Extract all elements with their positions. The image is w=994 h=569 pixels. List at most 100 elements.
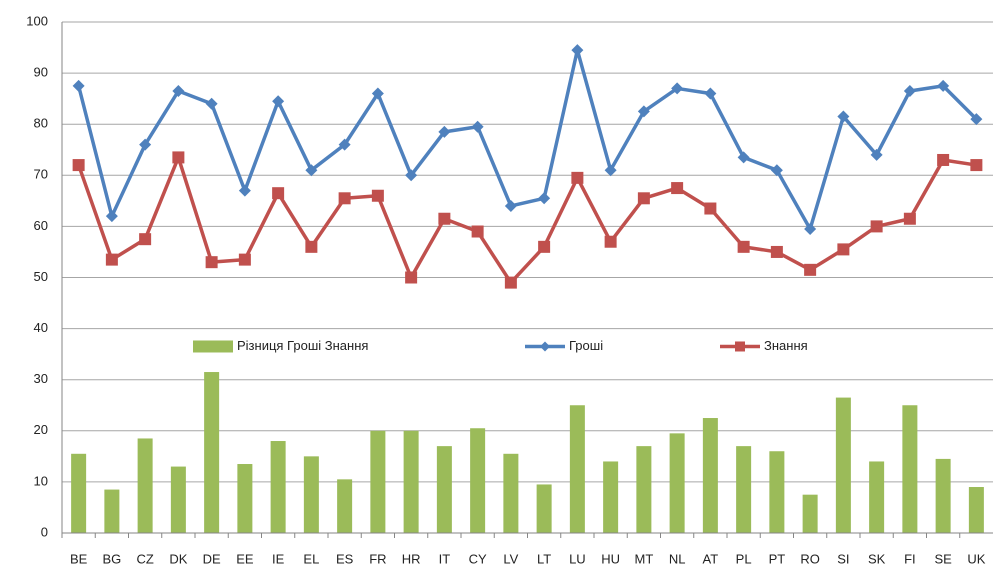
y-tick-label: 10	[34, 473, 48, 488]
line-marker	[338, 138, 351, 151]
bar	[669, 433, 685, 533]
x-tick-label: AT	[703, 551, 719, 566]
bar	[436, 446, 452, 533]
x-tick-label: IT	[439, 551, 451, 566]
y-tick-label: 30	[34, 371, 48, 386]
line-marker	[770, 164, 783, 177]
legend-label: Різниця Гроші Знання	[237, 338, 368, 353]
line-marker	[870, 220, 883, 233]
line	[76, 155, 977, 285]
x-tick-label: HR	[402, 551, 421, 566]
bar	[237, 464, 253, 533]
y-tick-label: 70	[34, 167, 48, 182]
x-tick-label: CY	[469, 551, 487, 566]
line-marker	[405, 169, 418, 182]
x-tick-label: BG	[102, 551, 121, 566]
line-marker	[604, 235, 617, 248]
bar	[802, 494, 818, 533]
line-marker	[72, 159, 85, 172]
line-marker	[272, 187, 285, 200]
bar	[370, 430, 386, 533]
line-marker	[405, 271, 418, 284]
legend-label: Гроші	[569, 338, 603, 353]
y-tick-label: 90	[34, 65, 48, 80]
x-tick-label: UK	[967, 551, 985, 566]
line-marker	[504, 199, 517, 212]
bar	[270, 441, 286, 533]
x-tick-label: SI	[837, 551, 849, 566]
line-marker	[72, 79, 85, 92]
bar	[470, 428, 486, 533]
line-marker	[238, 184, 251, 197]
bar	[71, 453, 87, 533]
x-tick-label: NL	[669, 551, 686, 566]
bar	[104, 489, 120, 533]
line-marker	[671, 82, 684, 95]
line-marker	[704, 87, 717, 100]
line-marker	[937, 79, 950, 92]
line-marker	[205, 256, 218, 269]
line-marker	[970, 113, 983, 126]
line-marker	[837, 110, 850, 123]
line-marker	[139, 138, 152, 151]
x-tick-label: PT	[769, 551, 786, 566]
line-marker	[571, 44, 584, 57]
bar	[769, 451, 785, 533]
line-marker	[604, 164, 617, 177]
x-tick-label: IE	[272, 551, 285, 566]
legend-marker	[540, 341, 550, 352]
x-tick-label: FI	[904, 551, 916, 566]
x-tick-label: CZ	[136, 551, 153, 566]
line-marker	[637, 105, 650, 118]
bar	[702, 418, 718, 533]
x-tick-label: MT	[634, 551, 653, 566]
y-tick-label: 40	[34, 320, 48, 335]
line-marker	[105, 210, 118, 223]
line-marker	[438, 212, 451, 225]
y-tick-label: 80	[34, 116, 48, 131]
bar	[170, 466, 186, 533]
x-tick-label: LU	[569, 551, 586, 566]
bar	[902, 405, 918, 533]
bar	[869, 461, 885, 533]
line-marker	[338, 192, 351, 205]
line-marker	[172, 151, 185, 164]
line-marker	[438, 125, 451, 138]
bar	[935, 458, 951, 533]
y-tick-label: 100	[26, 13, 48, 28]
x-tick-label: EL	[303, 551, 319, 566]
bar	[636, 446, 652, 533]
x-tick-label: FR	[369, 551, 386, 566]
line-marker	[937, 153, 950, 166]
x-tick-label: RO	[800, 551, 820, 566]
line-marker	[305, 240, 318, 253]
x-tick-label: ES	[336, 551, 354, 566]
line-marker	[305, 164, 318, 177]
line	[76, 48, 978, 231]
line-marker	[870, 148, 883, 161]
line-marker	[837, 243, 850, 256]
x-tick-label: PL	[736, 551, 752, 566]
line-marker	[770, 245, 783, 258]
x-tick-label: EE	[236, 551, 254, 566]
y-tick-label: 20	[34, 422, 48, 437]
line-marker	[105, 253, 118, 266]
line-marker	[471, 120, 484, 133]
line-marker	[371, 87, 384, 100]
line-marker	[471, 225, 484, 238]
line-marker	[504, 276, 517, 289]
line-marker	[371, 189, 384, 202]
x-tick-label: DE	[203, 551, 221, 566]
line-marker	[238, 253, 251, 266]
bar	[603, 461, 619, 533]
line-marker	[538, 192, 551, 205]
x-tick-label: SE	[934, 551, 952, 566]
line-marker	[804, 263, 817, 276]
line-marker	[571, 171, 584, 184]
legend-marker	[735, 341, 745, 352]
line-marker	[737, 240, 750, 253]
bar	[403, 430, 419, 533]
x-tick-label: DK	[169, 551, 187, 566]
line-marker	[272, 95, 285, 108]
bar	[503, 453, 519, 533]
